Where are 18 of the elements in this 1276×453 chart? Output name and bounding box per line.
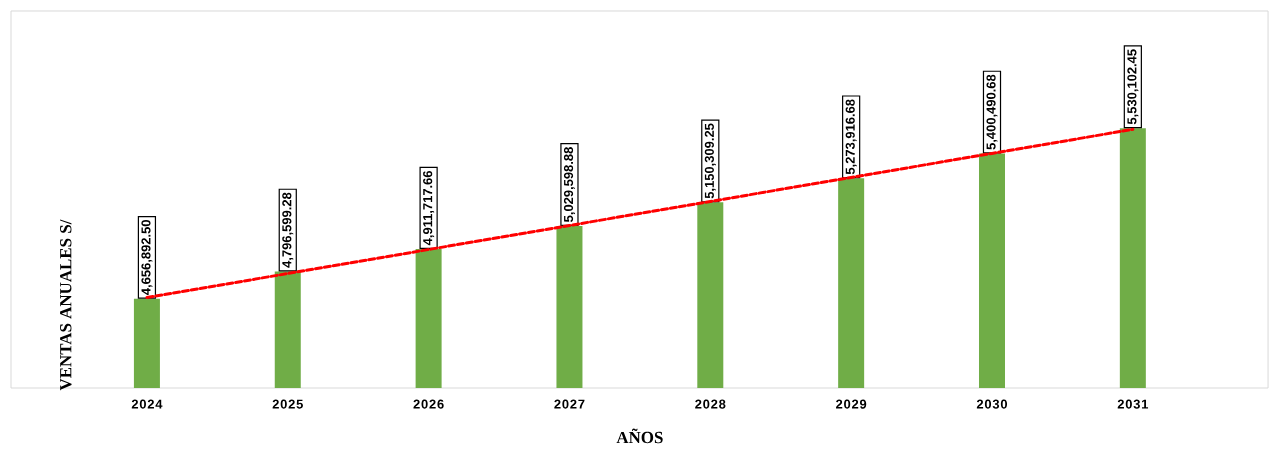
x-tick-label: 2029: [836, 399, 867, 409]
x-tick-label: 2030: [976, 399, 1008, 409]
data-label: 5,029,598.88: [563, 147, 575, 222]
x-axis-title: AÑOS: [616, 428, 663, 444]
x-tick-label: 2028: [695, 399, 726, 409]
data-label: 4,796,599.28: [282, 192, 294, 268]
data-label: 4,656,892.50: [141, 220, 153, 295]
data-label: 5,530,102.45: [1127, 49, 1139, 125]
y-axis-title: VENTAS ANUALES S/: [60, 219, 72, 391]
x-tick-label: 2024: [131, 399, 163, 409]
data-label: 5,150,309.25: [704, 123, 716, 199]
data-label: 5,400,490.68: [986, 74, 998, 150]
x-tick-label: 2026: [413, 399, 444, 409]
data-label: 4,911,717.66: [423, 170, 435, 246]
x-tick-label: 2025: [272, 399, 303, 409]
x-tick-label: 2031: [1117, 399, 1149, 409]
x-tick-label: 2027: [554, 399, 585, 409]
data-label: 5,273,916.68: [845, 99, 857, 175]
